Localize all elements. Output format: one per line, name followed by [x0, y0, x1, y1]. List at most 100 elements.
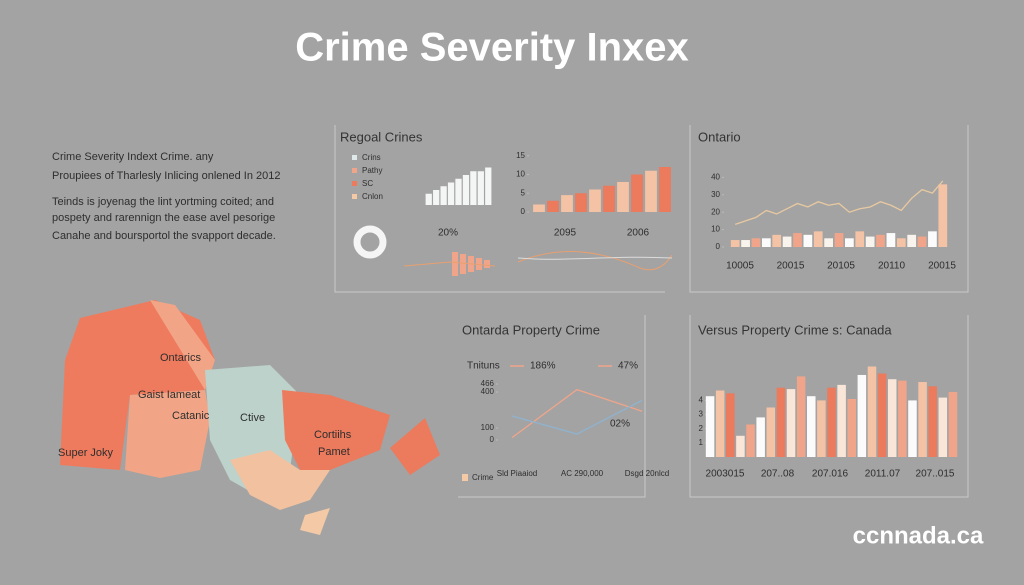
page-title: Crime Severity Inxex	[295, 26, 689, 70]
x-tick-label: 2003015	[706, 469, 745, 480]
bar	[485, 167, 492, 205]
bar	[857, 374, 867, 457]
bar	[715, 390, 725, 457]
y-tick-label: 40	[711, 173, 720, 182]
bar	[589, 189, 601, 212]
map-label: Super Joky	[58, 447, 114, 459]
bar	[470, 171, 477, 205]
bar	[547, 200, 559, 212]
legend-label: Crime	[472, 473, 494, 482]
bar	[796, 376, 806, 457]
y-tick-label: 5	[521, 188, 526, 197]
bar	[756, 417, 765, 457]
bar	[813, 231, 823, 247]
map-label: Catanic	[172, 410, 210, 422]
bar	[845, 238, 854, 247]
bar	[462, 175, 470, 205]
panel-frame	[689, 315, 969, 498]
bar	[917, 236, 927, 247]
logo: ccnnada.ca	[853, 522, 984, 549]
bar	[761, 238, 771, 247]
donut	[353, 225, 387, 259]
x-tick-label: 207..08	[761, 469, 795, 480]
y-tick-label: 400	[481, 387, 495, 396]
bar	[776, 387, 786, 457]
bar	[793, 233, 802, 247]
bar	[455, 178, 462, 205]
legend-swatch	[352, 155, 357, 160]
legend-label: Crins	[362, 153, 381, 162]
line	[511, 399, 643, 435]
bar	[867, 366, 877, 457]
legend-swatch	[352, 194, 357, 199]
bar	[705, 396, 715, 457]
bar	[736, 435, 745, 457]
bar	[898, 380, 907, 457]
bar	[865, 236, 875, 247]
bar	[876, 234, 885, 247]
bar	[575, 193, 587, 212]
chart-title: Regoal Crines	[340, 129, 423, 144]
bar	[433, 190, 440, 205]
panel-frame	[689, 125, 969, 293]
legend-label: SC	[362, 179, 373, 188]
bar	[827, 387, 836, 457]
bar	[908, 400, 917, 457]
y-tick-label: 466	[481, 379, 495, 388]
legend-title: Tnituns	[467, 361, 500, 372]
y-tick-label: 10	[711, 225, 720, 234]
map-label: Gaist Iameat	[138, 389, 200, 401]
bar	[928, 386, 937, 457]
y-tick-label: 100	[481, 423, 495, 432]
panel-frame	[334, 125, 665, 293]
bar	[834, 233, 844, 247]
bar	[803, 234, 813, 247]
chart-title: Versus Property Crime s: Canada	[698, 322, 892, 337]
map-label: Ctive	[240, 412, 265, 424]
bar	[730, 240, 740, 247]
bar	[786, 389, 796, 457]
bar	[659, 167, 671, 212]
line	[734, 180, 944, 225]
bar	[886, 233, 896, 247]
x-tick-label: 20015	[777, 261, 805, 272]
bar	[938, 397, 948, 457]
bar	[772, 234, 782, 247]
bar	[603, 185, 615, 212]
x-tick-label: 20110	[878, 261, 906, 272]
bar	[817, 400, 826, 457]
intro-line: Teinds is joyenag the lint yortming coit…	[52, 196, 274, 208]
map	[60, 300, 440, 535]
y-tick-label: 0	[716, 242, 721, 251]
bar	[938, 184, 948, 247]
bar	[561, 195, 573, 212]
bar	[766, 407, 776, 457]
bar	[847, 399, 856, 457]
x-tick-label: 207..015	[916, 469, 955, 480]
y-tick-label: 4	[699, 396, 704, 405]
intro: Crime Severity Indext Crime. any Proupie…	[52, 151, 281, 242]
bar	[425, 193, 432, 205]
bar	[887, 379, 897, 457]
bar	[751, 238, 761, 247]
panel-frame	[458, 315, 646, 498]
bar	[631, 174, 643, 212]
bar	[447, 182, 455, 205]
bar	[782, 236, 792, 247]
x-tick-label: 2011.07	[865, 469, 901, 480]
legend-swatch	[352, 181, 357, 186]
y-tick-label: 1	[699, 438, 704, 447]
bar	[533, 204, 545, 212]
bar	[918, 382, 927, 457]
y-tick-label: 0	[521, 207, 526, 216]
y-tick-label: 3	[699, 410, 704, 419]
x-tick-label: 207.016	[812, 469, 849, 480]
bar	[837, 384, 846, 457]
intro-line: pospety and rarennign the ease avel peso…	[52, 212, 275, 224]
annotation: 2006	[627, 228, 650, 239]
x-tick-label: AC 290,000	[561, 469, 604, 478]
bar	[877, 373, 887, 457]
bar	[440, 186, 447, 205]
bar	[855, 231, 865, 247]
